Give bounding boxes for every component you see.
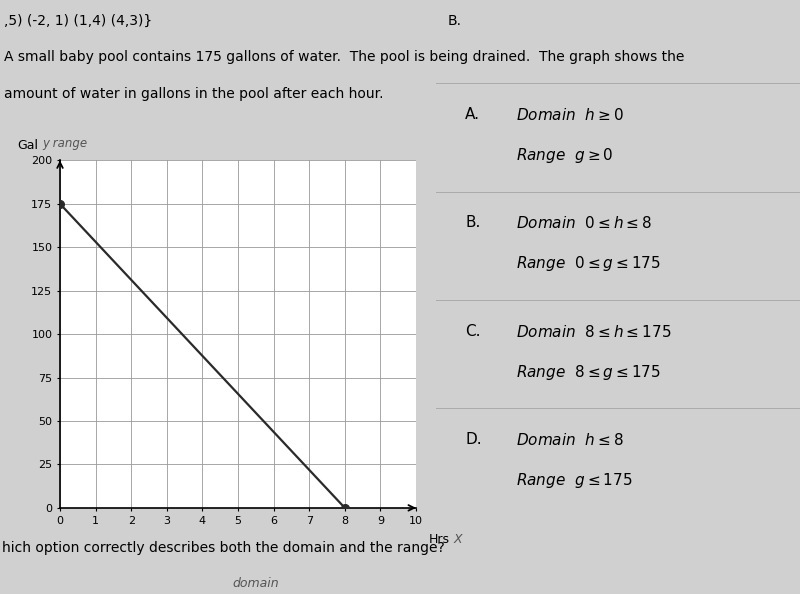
Text: B.: B. (448, 14, 462, 28)
Text: amount of water in gallons in the pool after each hour.: amount of water in gallons in the pool a… (4, 87, 383, 102)
Text: hich option correctly describes both the domain and the range?: hich option correctly describes both the… (2, 541, 445, 555)
Text: Hrs: Hrs (429, 533, 450, 546)
Text: X: X (454, 533, 462, 546)
Text: y range: y range (42, 137, 87, 150)
Text: Range  $8 \leq g \leq 175$: Range $8 \leq g \leq 175$ (516, 363, 661, 382)
Text: A small baby pool contains 175 gallons of water.  The pool is being drained.  Th: A small baby pool contains 175 gallons o… (4, 50, 684, 64)
Text: Domain  $0 \leq h \leq 8$: Domain $0 \leq h \leq 8$ (516, 216, 652, 232)
Text: Range  $0 \leq g \leq 175$: Range $0 \leq g \leq 175$ (516, 254, 661, 273)
Text: C.: C. (465, 324, 481, 339)
Text: domain: domain (233, 577, 279, 590)
Text: Range  $g \leq 175$: Range $g \leq 175$ (516, 471, 633, 490)
Text: B.: B. (465, 216, 481, 230)
Text: Range  $g \geq 0$: Range $g \geq 0$ (516, 146, 614, 165)
Text: Gal: Gal (18, 138, 38, 151)
Text: Domain  $h \geq 0$: Domain $h \geq 0$ (516, 107, 624, 123)
Text: Domain  $h \leq 8$: Domain $h \leq 8$ (516, 432, 624, 448)
Text: D.: D. (465, 432, 482, 447)
Text: A.: A. (465, 107, 480, 122)
Text: Domain  $8 \leq h \leq 175$: Domain $8 \leq h \leq 175$ (516, 324, 671, 340)
Text: ,5) (-2, 1) (1,4) (4,3)}: ,5) (-2, 1) (1,4) (4,3)} (4, 14, 152, 28)
